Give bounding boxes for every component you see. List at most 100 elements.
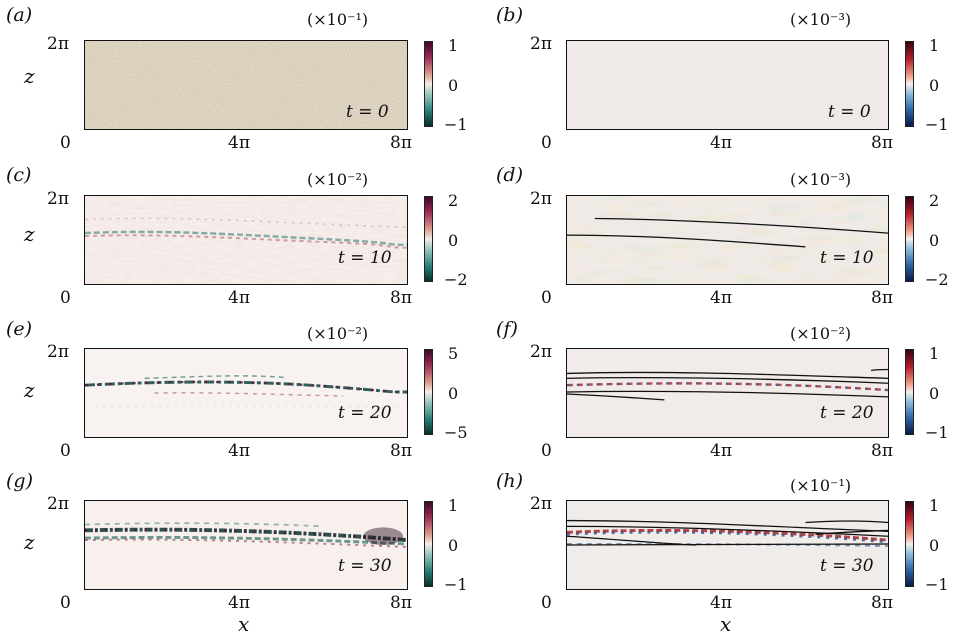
x-tick-0-g: 0	[60, 593, 71, 613]
z-tick-d: 2π	[530, 189, 552, 209]
z-axis-label-g: z	[24, 530, 35, 554]
panel-label-f: (f)	[496, 318, 518, 340]
x-tick-8pi-g: 8π	[390, 593, 412, 613]
x-tick-0-d: 0	[541, 288, 552, 308]
scale-factor-f: (×10⁻²)	[790, 324, 852, 343]
x-tick-0-c: 0	[60, 288, 71, 308]
colorbar-d-max: 2	[929, 191, 940, 210]
colorbar-g-min: −1	[444, 575, 468, 594]
x-tick-8pi-a: 8π	[390, 133, 412, 153]
time-label-a: t = 0	[346, 102, 389, 122]
scale-factor-b: (×10⁻³)	[790, 10, 852, 29]
time-label-c: t = 10	[338, 248, 392, 268]
colorbar-d	[905, 196, 914, 282]
x-tick-8pi-d: 8π	[871, 288, 893, 308]
colorbar-e	[424, 349, 433, 435]
x-tick-4pi-e: 4π	[228, 441, 250, 461]
x-tick-8pi-f: 8π	[871, 441, 893, 461]
x-tick-4pi-b: 4π	[710, 133, 732, 153]
colorbar-b-min: −1	[925, 115, 949, 134]
time-label-d: t = 10	[820, 248, 874, 268]
x-tick-4pi-c: 4π	[228, 288, 250, 308]
panel-label-a: (a)	[6, 4, 33, 26]
panel-label-g: (g)	[6, 470, 33, 492]
x-tick-0-f: 0	[541, 441, 552, 461]
z-tick-g: 2π	[47, 494, 69, 514]
scale-factor-c: (×10⁻²)	[307, 170, 369, 189]
field-plot-c	[84, 195, 408, 285]
panel-label-e: (e)	[6, 318, 33, 340]
x-tick-4pi-h: 4π	[710, 593, 732, 613]
x-tick-4pi-a: 4π	[228, 133, 250, 153]
colorbar-a-zero: 0	[448, 76, 459, 95]
x-tick-8pi-c: 8π	[390, 288, 412, 308]
x-tick-4pi-f: 4π	[710, 441, 732, 461]
scale-factor-h: (×10⁻¹)	[790, 476, 852, 495]
z-axis-label-a: z	[24, 64, 35, 88]
panel-label-d: (d)	[496, 164, 523, 186]
z-axis-label-c: z	[24, 222, 35, 246]
colorbar-c-zero: 0	[448, 231, 459, 250]
x-tick-0-a: 0	[60, 133, 71, 153]
colorbar-h-min: −1	[925, 575, 949, 594]
z-tick-c: 2π	[47, 189, 69, 209]
scale-factor-a: (×10⁻¹)	[307, 10, 369, 29]
colorbar-a	[424, 41, 433, 127]
x-tick-0-h: 0	[541, 593, 552, 613]
x-tick-8pi-b: 8π	[871, 133, 893, 153]
colorbar-c	[424, 196, 433, 282]
colorbar-f-max: 1	[929, 344, 940, 363]
colorbar-g-max: 1	[448, 496, 459, 515]
z-tick-a: 2π	[47, 34, 69, 54]
time-label-b: t = 0	[828, 102, 871, 122]
colorbar-g-zero: 0	[448, 536, 459, 555]
x-axis-label-right: x	[720, 612, 732, 636]
z-axis-label-e: z	[24, 378, 35, 402]
x-tick-8pi-h: 8π	[871, 593, 893, 613]
colorbar-h-max: 1	[929, 496, 940, 515]
x-tick-0-b: 0	[541, 133, 552, 153]
scale-factor-d: (×10⁻³)	[790, 170, 852, 189]
field-plot-g	[84, 500, 408, 590]
field-plot-d	[566, 195, 889, 285]
field-plot-e	[84, 348, 408, 438]
x-axis-label-left: x	[238, 612, 250, 636]
colorbar-d-min: −2	[925, 270, 949, 289]
x-tick-4pi-g: 4π	[228, 593, 250, 613]
colorbar-c-max: 2	[448, 191, 459, 210]
panel-label-b: (b)	[496, 4, 523, 26]
colorbar-d-zero: 0	[929, 231, 940, 250]
panel-label-h: (h)	[496, 470, 524, 492]
colorbar-b-max: 1	[929, 36, 940, 55]
z-tick-b: 2π	[530, 34, 552, 54]
time-label-e: t = 20	[338, 403, 392, 423]
colorbar-f-zero: 0	[929, 384, 940, 403]
colorbar-b	[905, 41, 914, 127]
colorbar-h-zero: 0	[929, 536, 940, 555]
colorbar-f-min: −1	[925, 423, 949, 442]
colorbar-b-zero: 0	[929, 76, 940, 95]
colorbar-e-zero: 0	[448, 384, 459, 403]
time-label-h: t = 30	[820, 556, 874, 576]
time-label-f: t = 20	[820, 403, 874, 423]
field-plot-a	[84, 40, 408, 130]
panel-label-c: (c)	[6, 164, 32, 186]
colorbar-e-max: 5	[448, 344, 459, 363]
colorbar-a-min: −1	[444, 115, 468, 134]
field-plot-b	[566, 40, 889, 130]
colorbar-e-min: −5	[444, 423, 468, 442]
time-label-g: t = 30	[338, 556, 392, 576]
colorbar-g	[424, 501, 433, 587]
x-tick-0-e: 0	[60, 441, 71, 461]
x-tick-4pi-d: 4π	[710, 288, 732, 308]
field-plot-f	[566, 348, 889, 438]
colorbar-a-max: 1	[448, 36, 459, 55]
colorbar-c-min: −2	[444, 270, 468, 289]
z-tick-h: 2π	[530, 494, 552, 514]
x-tick-8pi-e: 8π	[390, 441, 412, 461]
field-plot-h	[566, 500, 889, 590]
scale-factor-e: (×10⁻²)	[307, 324, 369, 343]
z-tick-e: 2π	[47, 342, 69, 362]
colorbar-h	[905, 501, 914, 587]
z-tick-f: 2π	[530, 342, 552, 362]
